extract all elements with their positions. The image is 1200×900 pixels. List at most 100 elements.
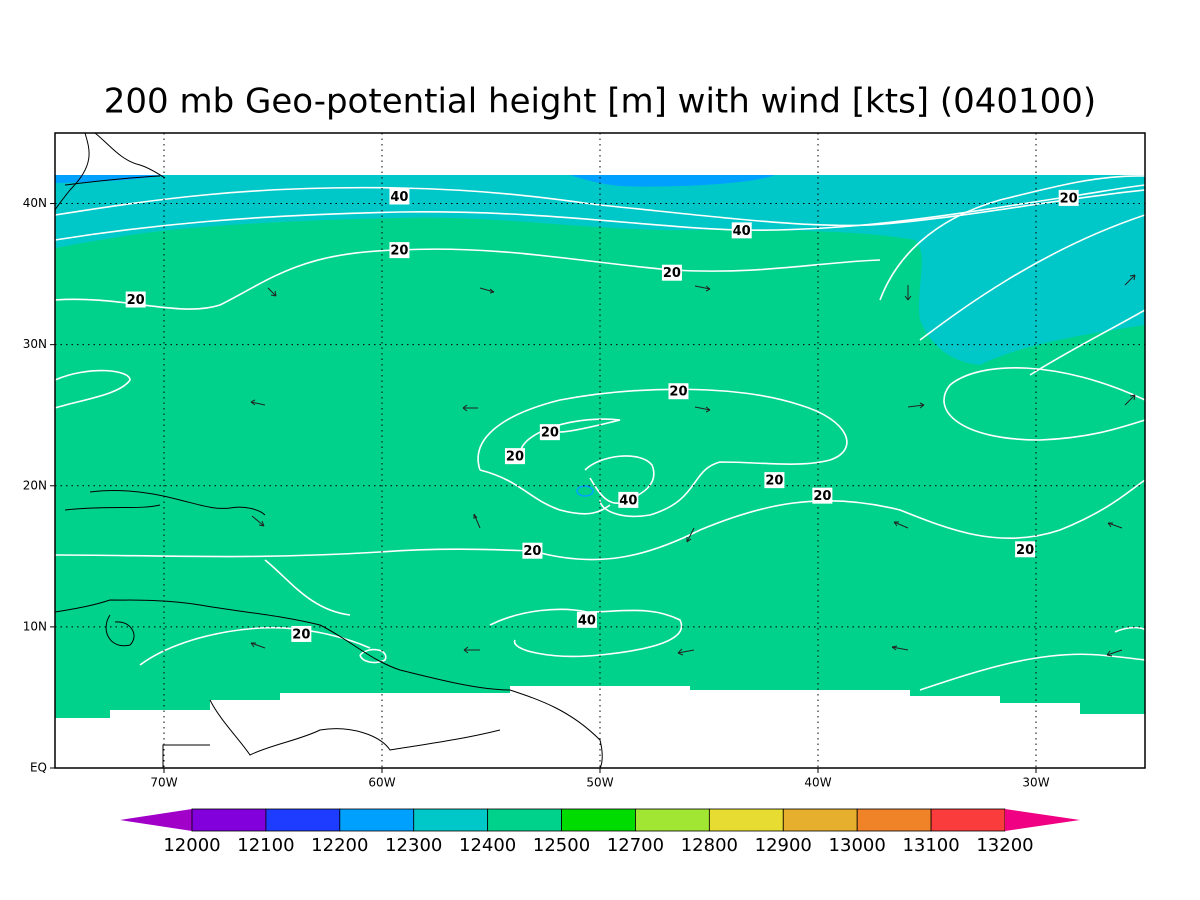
contour-label-box: [764, 472, 785, 489]
x-tick-label: 30W: [1022, 776, 1049, 790]
y-tick-label: 30N: [23, 337, 47, 351]
wind-arrow: [479, 287, 495, 294]
contour-label-box: [731, 222, 752, 239]
colorbar-box: [635, 808, 710, 832]
colorbar-box: [339, 808, 415, 832]
contour-label: 20: [1060, 191, 1078, 206]
contour-labels: 40 40 20 20 20 20 20 20 20 40 20 20 20 20 40 20: [125, 188, 1079, 642]
contour: [477, 388, 848, 518]
contour-label: 20: [390, 244, 408, 259]
colorbar-label: 12100: [237, 835, 294, 856]
grid: 70W 60W 50W 40W 30W EQ 10N 20N 30N 40N: [23, 133, 1145, 790]
contour-label: 20: [813, 489, 831, 504]
wind-arrow: [1107, 522, 1123, 529]
wind-arrow: [677, 648, 695, 656]
wind-arrow: [250, 642, 266, 649]
colorbar: 12000 12100 12200 12300 12400 12500 12700 12800…: [120, 808, 1080, 856]
contour-label-box: [576, 611, 597, 628]
contour-label-box: [504, 448, 525, 465]
contour-label-box: [522, 542, 543, 559]
colorbar-label: 12700: [607, 835, 664, 856]
contour-label: 20: [127, 293, 145, 308]
wind-arrow: [250, 399, 266, 406]
contour: [139, 626, 371, 666]
map-frame: [54, 132, 1146, 769]
colorbar-label: 13200: [976, 835, 1033, 856]
contour: [879, 175, 1146, 301]
colorbar-box: [413, 808, 489, 832]
wind-arrow: [904, 285, 912, 301]
contour: [943, 367, 1146, 441]
wind-arrow: [686, 527, 695, 543]
contour-label: 40: [733, 224, 751, 239]
coastlines: [54, 132, 603, 769]
coastline: [64, 175, 161, 186]
contour-label-box: [389, 242, 410, 259]
y-tick-label: EQ: [30, 761, 47, 775]
coastline: [105, 614, 135, 647]
contour-label: 20: [541, 426, 559, 441]
contour-label: 20: [765, 474, 783, 489]
colorbar-box: [856, 808, 932, 832]
contour: [1029, 309, 1146, 376]
colorbar-box: [265, 808, 341, 832]
wind-arrow: [1124, 274, 1136, 286]
contour-label: 20: [292, 627, 310, 642]
contour-label: 20: [669, 385, 687, 400]
map-fill: [55, 175, 1145, 768]
contour: [519, 418, 621, 456]
colorbar-box: [191, 808, 267, 832]
x-tick-label: 40W: [804, 776, 831, 790]
contour: [54, 248, 881, 310]
coastline: [54, 599, 603, 769]
contour: [264, 559, 351, 616]
contour: [479, 469, 611, 515]
wind-arrow: [891, 645, 909, 651]
wind-arrow: [1106, 649, 1123, 657]
contour-label-box: [1015, 541, 1036, 558]
contour-label-box: [539, 424, 560, 441]
coastline: [229, 506, 266, 516]
colorbar-label: 12900: [755, 835, 812, 856]
wind-arrow: [907, 402, 925, 409]
colorbar-label: 13100: [902, 835, 959, 856]
wind-arrow: [251, 515, 265, 527]
contour-label: 40: [390, 190, 408, 205]
contour-label-box: [668, 383, 689, 400]
colorbar-label: 12800: [681, 835, 738, 856]
contour-label: 20: [506, 450, 524, 465]
coastline: [54, 132, 90, 211]
colorbar-box: [487, 808, 562, 832]
colorbar-label: 12500: [533, 835, 590, 856]
coastline: [209, 699, 501, 756]
colorbar-label: 13000: [829, 835, 886, 856]
contour-label-box: [1058, 189, 1079, 206]
contour-label-box: [812, 487, 833, 504]
wind-arrow: [694, 285, 711, 292]
wind-arrow: [267, 287, 277, 297]
colorbar-low: [120, 809, 192, 831]
blue-area: [570, 175, 775, 187]
map-title: 200 mb Geo-potential height [m] with win…: [104, 82, 1096, 122]
colorbar-label: 12200: [311, 835, 368, 856]
contour: [576, 485, 594, 497]
wind-arrow: [694, 406, 711, 413]
wind-arrow: [473, 513, 481, 529]
wind-arrow: [1124, 394, 1136, 406]
y-tick-label: 40N: [23, 196, 47, 210]
colorbar-high: [1005, 809, 1080, 831]
contour: [919, 214, 1146, 341]
contour-label-box: [291, 625, 312, 642]
contour-label-box: [661, 264, 682, 281]
y-tick-label: 10N: [23, 619, 47, 633]
contour-label-box: [389, 188, 410, 205]
colorbar-box: [782, 808, 858, 832]
cyan-area: [55, 175, 1145, 365]
x-tick-label: 50W: [586, 776, 613, 790]
contour: [919, 653, 1146, 691]
contours: [54, 175, 1146, 691]
wind-vectors: [250, 274, 1136, 657]
wind-arrow: [463, 646, 480, 654]
contour: [54, 479, 1146, 561]
contour-label: 20: [663, 266, 681, 281]
